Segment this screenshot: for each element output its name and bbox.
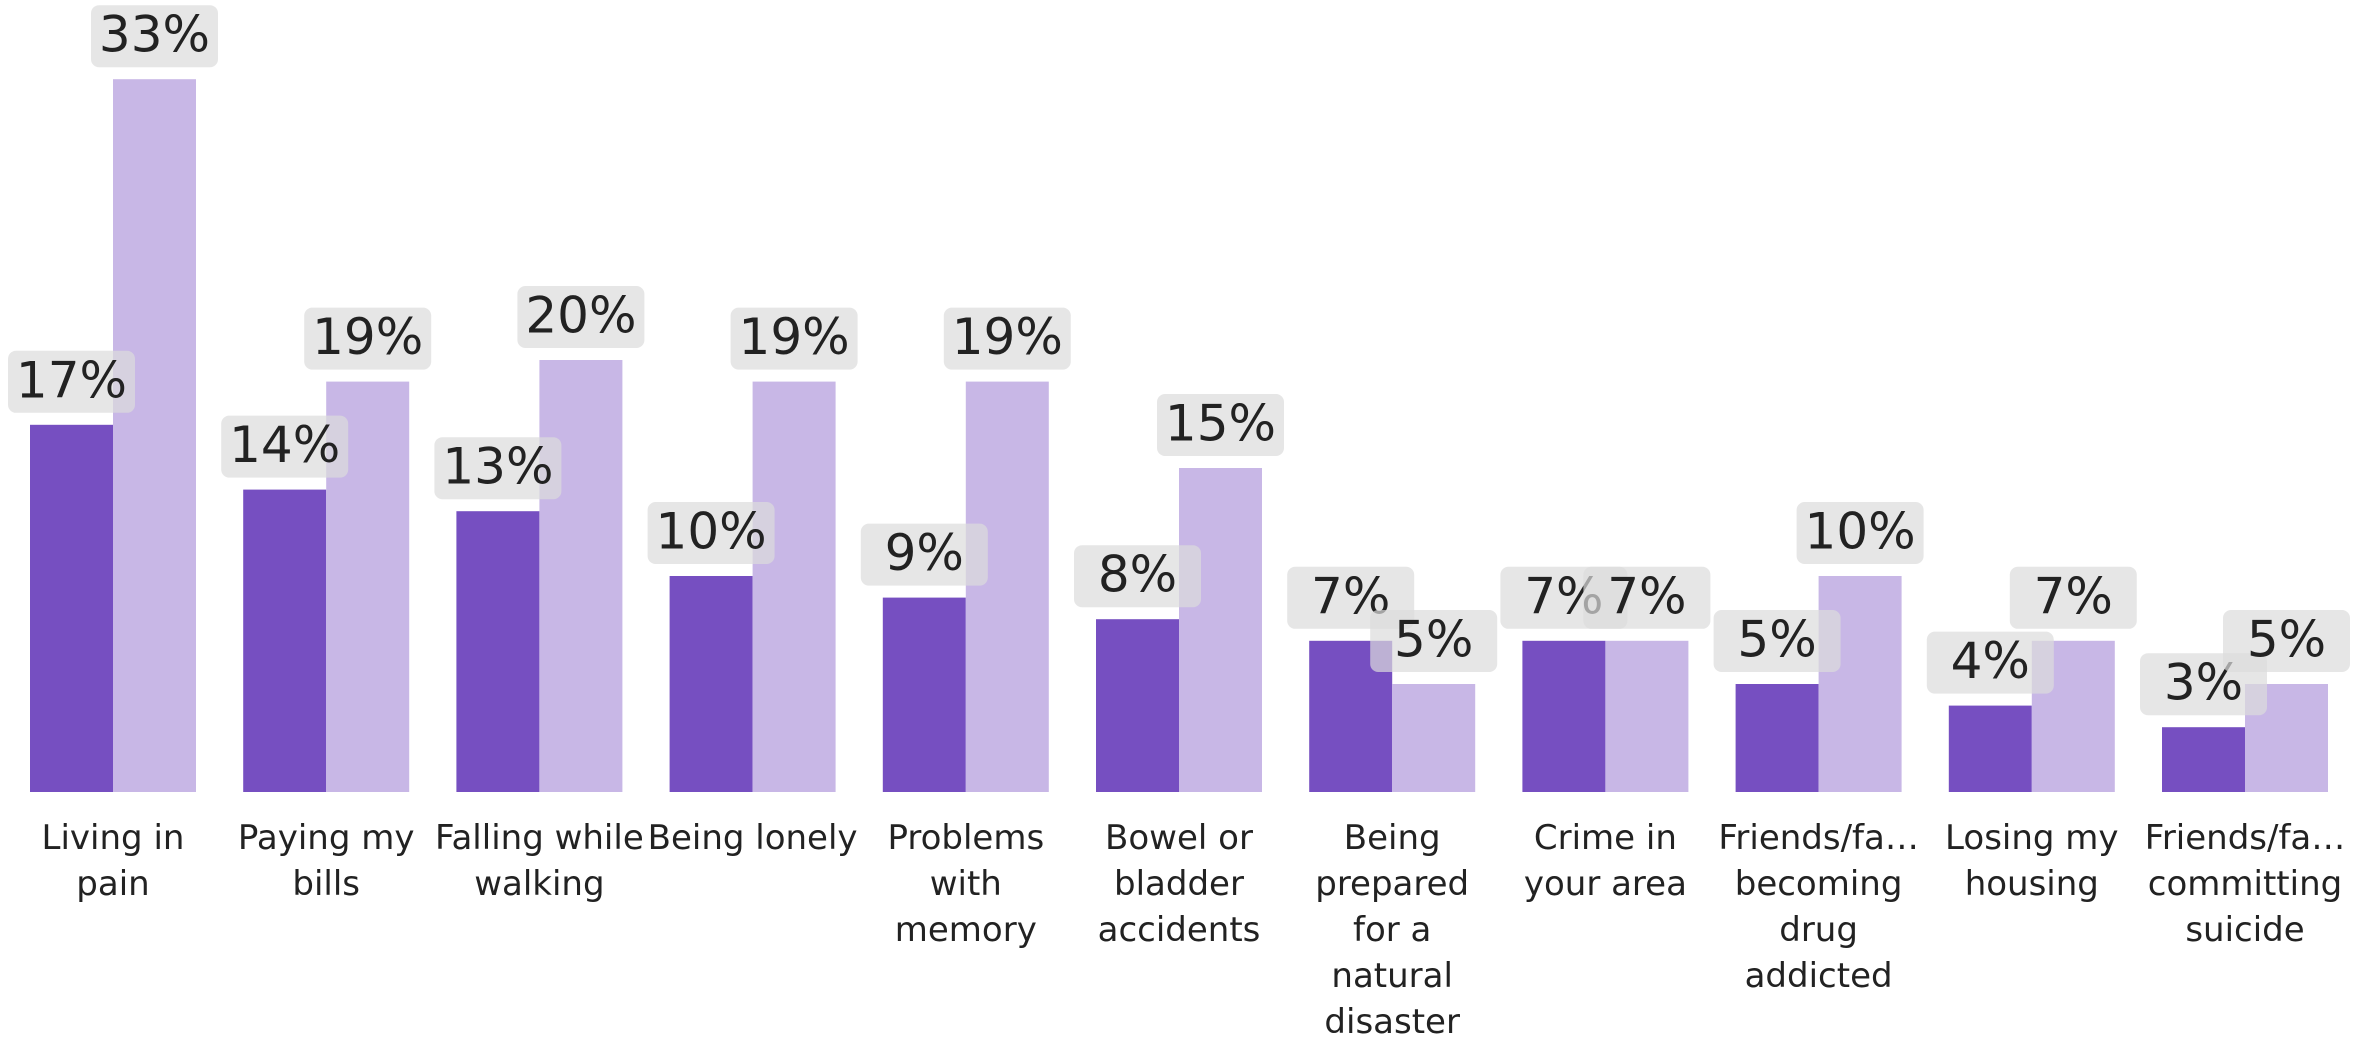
category-label: Problems with memory bbox=[887, 818, 1045, 950]
page: 17% 33% 14% 19% 13% 20% 10% 19% 9% 19% 8% 15% 7% 5% 7%… bbox=[8, 5, 2350, 1042]
bar bbox=[1096, 619, 1179, 792]
category-label: Living in pain bbox=[41, 818, 185, 904]
value-label-box bbox=[647, 502, 775, 564]
value-label: 15% bbox=[1165, 395, 1276, 453]
value-label-box bbox=[1583, 566, 1711, 629]
value-label-box bbox=[2223, 610, 2350, 672]
bar bbox=[243, 489, 327, 792]
bar bbox=[1605, 640, 1689, 792]
value-label: 17% bbox=[16, 351, 127, 409]
value-label-box bbox=[1370, 610, 1498, 672]
bar bbox=[669, 576, 753, 792]
bar bbox=[1948, 705, 2032, 792]
value-label: 10% bbox=[656, 503, 767, 561]
bar bbox=[965, 381, 1049, 792]
value-label: 20% bbox=[525, 287, 636, 345]
category-label: Being lonely bbox=[647, 818, 858, 858]
value-label: 10% bbox=[1805, 503, 1916, 561]
value-label-box bbox=[730, 307, 858, 370]
bar bbox=[539, 360, 623, 792]
category-label: Friends/fa… becoming drug addicted bbox=[1718, 818, 1919, 996]
category-label: Losing my housing bbox=[1945, 818, 2119, 904]
bar bbox=[1179, 468, 1262, 792]
value-label: 7% bbox=[2034, 567, 2113, 625]
chart: 17% 33% 14% 19% 13% 20% 10% 19% 9% 19% 8% 15% 7% 5% 7%… bbox=[8, 5, 2350, 792]
category-label: Paying my bills bbox=[237, 818, 415, 904]
value-label-box bbox=[1074, 545, 1201, 608]
value-label-box bbox=[91, 5, 218, 68]
value-label: 7% bbox=[1607, 567, 1686, 625]
bar bbox=[1392, 684, 1476, 792]
value-label-box bbox=[1713, 610, 1841, 672]
value-label-box bbox=[2009, 566, 2137, 629]
value-label: 19% bbox=[739, 308, 850, 366]
value-label-box bbox=[943, 307, 1071, 370]
bar bbox=[882, 597, 966, 792]
value-label-box bbox=[304, 307, 432, 370]
value-label-box bbox=[1157, 394, 1284, 456]
category-label: Falling while walking bbox=[435, 818, 644, 904]
value-label-box bbox=[1926, 631, 2054, 694]
value-label: 19% bbox=[952, 308, 1063, 366]
value-label-box bbox=[434, 437, 562, 500]
value-label: 4% bbox=[1951, 632, 2030, 690]
value-label-box bbox=[1796, 502, 1924, 564]
bar bbox=[1818, 576, 1902, 792]
value-label: 8% bbox=[1098, 546, 1177, 604]
value-label: 14% bbox=[229, 416, 340, 474]
value-label: 9% bbox=[885, 524, 964, 582]
bar bbox=[2162, 727, 2245, 792]
value-label: 5% bbox=[2247, 611, 2326, 669]
bar bbox=[752, 381, 836, 792]
value-label: 5% bbox=[1737, 611, 1816, 669]
value-label-box bbox=[221, 415, 349, 478]
bar bbox=[30, 424, 113, 792]
value-label: 33% bbox=[99, 6, 210, 64]
value-label-box bbox=[860, 523, 988, 586]
category-label: Friends/fa… committing suicide bbox=[2144, 818, 2346, 950]
value-label: 19% bbox=[312, 308, 423, 366]
category-label: Bowel or bladder accidents bbox=[1097, 818, 1261, 950]
category-label: Being prepared for a natural disaster bbox=[1315, 818, 1470, 1042]
value-label-box bbox=[517, 286, 645, 348]
value-label: 13% bbox=[442, 438, 553, 496]
category-label: Crime in your area bbox=[1523, 818, 1687, 904]
bar bbox=[1735, 684, 1819, 792]
value-label: 5% bbox=[1394, 611, 1473, 669]
value-label-box bbox=[8, 350, 135, 413]
bar bbox=[456, 511, 540, 792]
bar bbox=[113, 79, 196, 792]
bar bbox=[1522, 640, 1606, 792]
